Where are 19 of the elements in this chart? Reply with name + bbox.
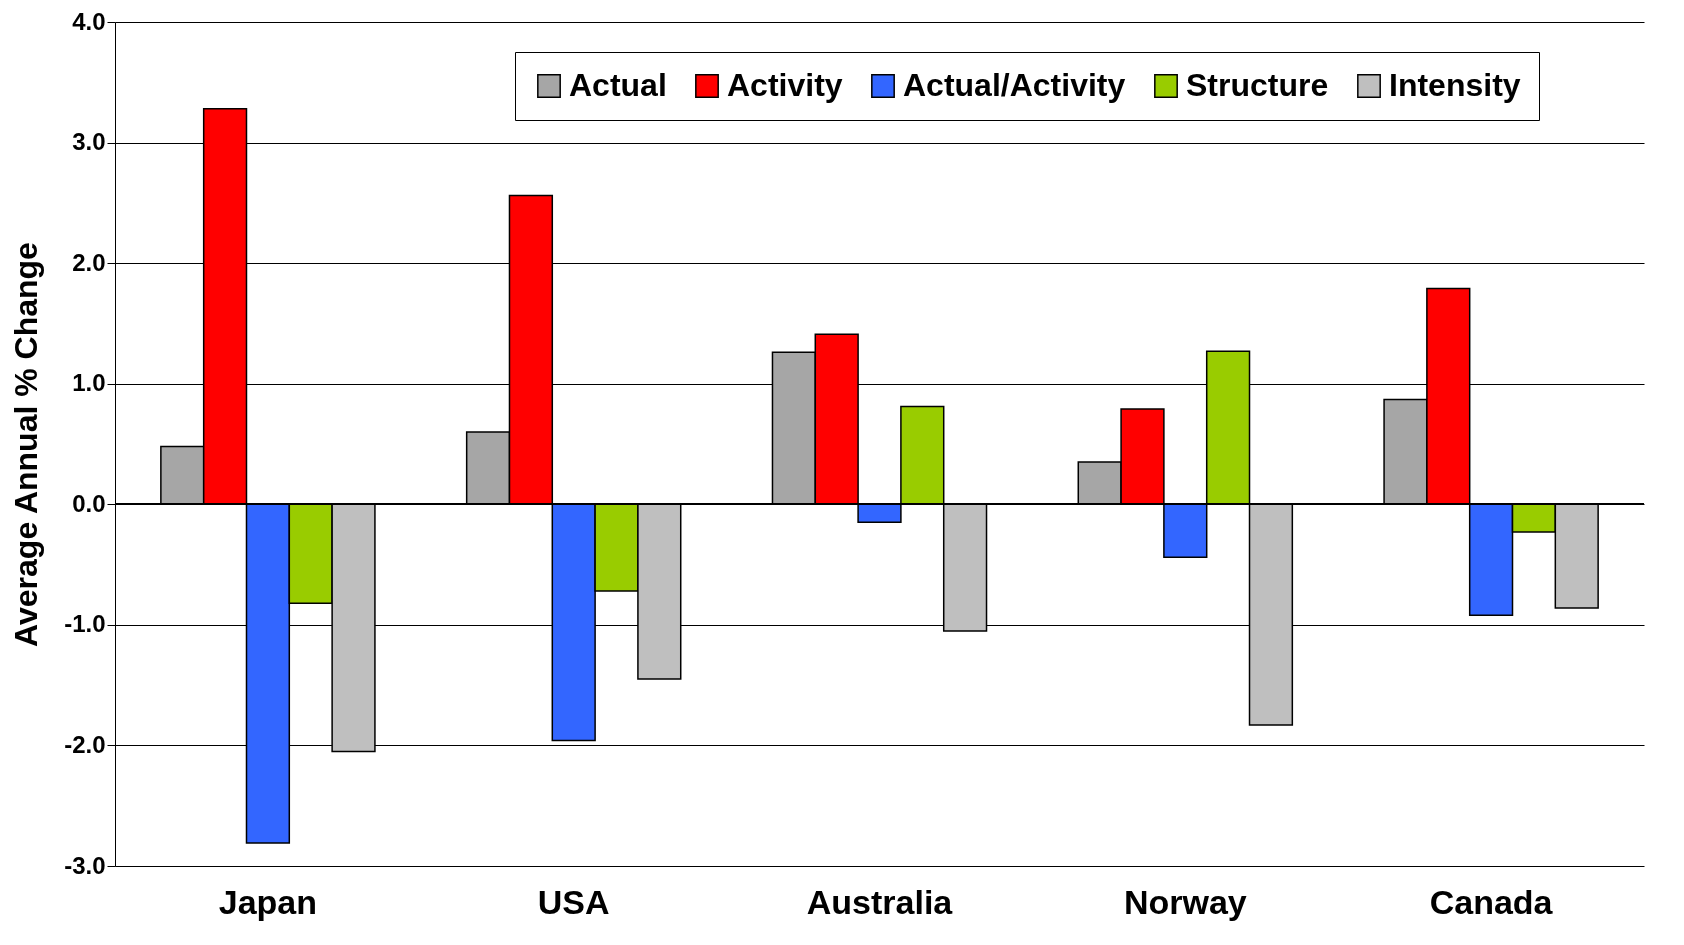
y-tick-label: -1.0 xyxy=(64,610,106,638)
x-tick-label: Canada xyxy=(1429,882,1554,921)
legend-label: Actual xyxy=(569,67,667,103)
y-tick-label: 0.0 xyxy=(72,489,106,517)
y-axis-title: Average Annual % Change xyxy=(8,242,45,647)
y-tick-label: 2.0 xyxy=(72,248,106,276)
x-tick-label: Norway xyxy=(1123,882,1247,921)
y-tick-label: 1.0 xyxy=(72,369,106,397)
x-tick-label: Australia xyxy=(806,882,954,921)
legend-label: Structure xyxy=(1186,67,1329,103)
y-tick-label: 3.0 xyxy=(72,128,106,156)
x-tick-label: USA xyxy=(537,882,610,921)
legend-label: Activity xyxy=(727,67,843,103)
y-tick-label: -2.0 xyxy=(64,730,106,758)
legend-label: Intensity xyxy=(1389,67,1521,103)
y-tick-label: -3.0 xyxy=(64,851,106,879)
legend-label: Actual/Activity xyxy=(903,67,1126,103)
x-tick-label: Japan xyxy=(218,882,318,921)
y-tick-label: 4.0 xyxy=(72,7,106,35)
